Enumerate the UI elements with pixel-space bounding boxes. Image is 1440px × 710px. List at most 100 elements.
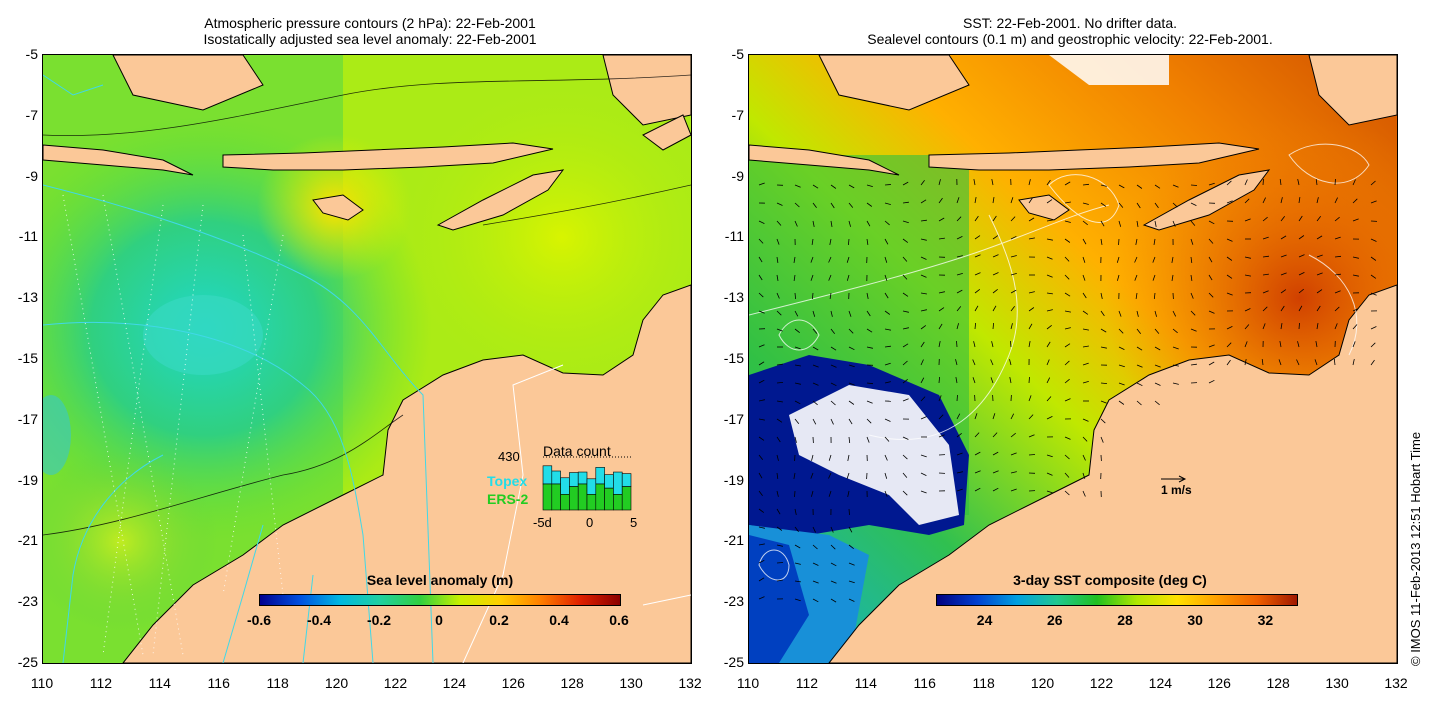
velocity-arrow <box>1314 359 1318 366</box>
velocity-arrow <box>1190 238 1194 245</box>
velocity-arrow <box>1208 344 1215 348</box>
inset-bar-ers2 <box>551 483 561 511</box>
colorbar-tick-label: 0.6 <box>609 612 629 628</box>
velocity-arrow <box>884 220 890 226</box>
x-tick-label: 114 <box>148 675 171 691</box>
velocity-arrow <box>1316 254 1323 258</box>
velocity-arrow <box>1136 382 1143 387</box>
x-tick-label: 118 <box>266 675 289 691</box>
right-java-land <box>749 144 900 176</box>
velocity-arrow <box>1154 202 1159 209</box>
velocity-arrow <box>1208 361 1215 366</box>
velocity-arrow <box>1082 256 1086 263</box>
velocity-arrow <box>1316 272 1323 276</box>
velocity-arrow <box>1064 398 1071 402</box>
velocity-arrow <box>1333 358 1336 366</box>
velocity-arrow <box>828 490 832 497</box>
velocity-arrow <box>1280 323 1283 330</box>
velocity-arrow <box>992 272 999 276</box>
velocity-arrow <box>1280 197 1283 204</box>
velocity-arrow <box>1046 377 1051 384</box>
velocity-arrow <box>812 328 818 334</box>
velocity-arrow <box>1118 382 1125 386</box>
velocity-arrow <box>812 526 816 533</box>
velocity-arrow <box>758 490 763 497</box>
velocity-arrow <box>830 220 833 227</box>
velocity-arrow <box>1064 490 1070 496</box>
y-tick-label: -19 <box>17 471 38 488</box>
left-map[interactable]: 430 Data count Topex ERS-2 -5d 0 5 <box>42 54 692 664</box>
velocity-arrow <box>1064 201 1071 204</box>
velocity-arrow <box>758 472 763 479</box>
right-map[interactable]: 1 m/s <box>748 54 1398 664</box>
velocity-arrow <box>1153 238 1156 245</box>
velocity-arrow <box>992 487 999 492</box>
velocity-arrow <box>1262 178 1264 186</box>
y-tick-label: -5 <box>731 46 744 62</box>
velocity-arrow <box>846 472 850 479</box>
velocity-arrow <box>1010 216 1016 222</box>
velocity-arrow <box>1100 328 1107 333</box>
velocity-arrow <box>1262 290 1269 294</box>
velocity-arrow <box>938 179 941 186</box>
velocity-arrow <box>794 310 799 317</box>
velocity-arrow <box>848 598 855 602</box>
velocity-arrow <box>938 307 945 312</box>
x-tick-label: 120 <box>1030 675 1055 691</box>
velocity-arrow <box>1100 400 1107 404</box>
colorbar-tick-label: -0.4 <box>306 612 332 628</box>
velocity-arrow <box>1100 418 1106 424</box>
velocity-arrow <box>1082 345 1089 348</box>
velocity-arrow <box>1152 274 1156 281</box>
velocity-arrow <box>938 197 943 204</box>
left-title: Atmospheric pressure contours (2 hPa): 2… <box>120 15 620 47</box>
inset-xtick-start: -5d <box>533 515 552 530</box>
velocity-arrow <box>758 418 765 421</box>
velocity-arrow <box>938 395 942 402</box>
velocity-arrow <box>1172 202 1178 208</box>
velocity-arrow <box>1316 305 1321 312</box>
velocity-arrow <box>884 418 891 422</box>
velocity-arrow <box>1082 472 1086 479</box>
velocity-arrow <box>1046 274 1053 278</box>
velocity-arrow <box>776 526 783 531</box>
velocity-arrow <box>1064 310 1071 313</box>
velocity-arrow <box>758 526 765 529</box>
x-tick-label: 118 <box>972 675 995 691</box>
velocity-arrow <box>1152 256 1156 263</box>
velocity-arrow <box>1134 274 1138 281</box>
velocity-arrow <box>830 346 837 351</box>
velocity-arrow <box>830 598 837 603</box>
velocity-arrow <box>1208 292 1214 298</box>
velocity-arrow <box>938 434 945 438</box>
velocity-arrow <box>812 202 817 209</box>
colorbar-tick-label: 0.4 <box>549 612 569 628</box>
velocity-arrow <box>1172 328 1178 334</box>
velocity-arrow <box>902 378 908 384</box>
x-tick-label: 116 <box>207 675 230 691</box>
velocity-arrow <box>1028 307 1035 312</box>
velocity-arrow <box>1100 310 1105 317</box>
velocity-arrow <box>1028 323 1033 330</box>
velocity-arrow <box>956 306 962 312</box>
velocity-arrow <box>758 379 765 384</box>
velocity-arrow <box>811 454 814 461</box>
velocity-arrow <box>866 310 871 317</box>
velocity-arrow <box>1208 256 1213 263</box>
velocity-arrow <box>1154 328 1160 334</box>
velocity-arrow <box>1064 436 1071 440</box>
velocity-arrow <box>794 292 796 300</box>
velocity-arrow <box>1262 197 1266 204</box>
velocity-arrow <box>990 359 994 366</box>
velocity-arrow <box>866 418 872 424</box>
velocity-arrow <box>776 382 784 384</box>
velocity-arrow <box>848 382 855 386</box>
velocity-arrow <box>1154 310 1157 317</box>
x-tick-label: 114 <box>854 675 877 691</box>
velocity-arrow <box>776 292 780 299</box>
velocity-arrow <box>794 328 800 334</box>
velocity-arrow <box>1226 292 1233 296</box>
velocity-arrow <box>1082 362 1089 366</box>
velocity-arrow <box>776 220 782 226</box>
velocity-arrow <box>1046 472 1053 476</box>
